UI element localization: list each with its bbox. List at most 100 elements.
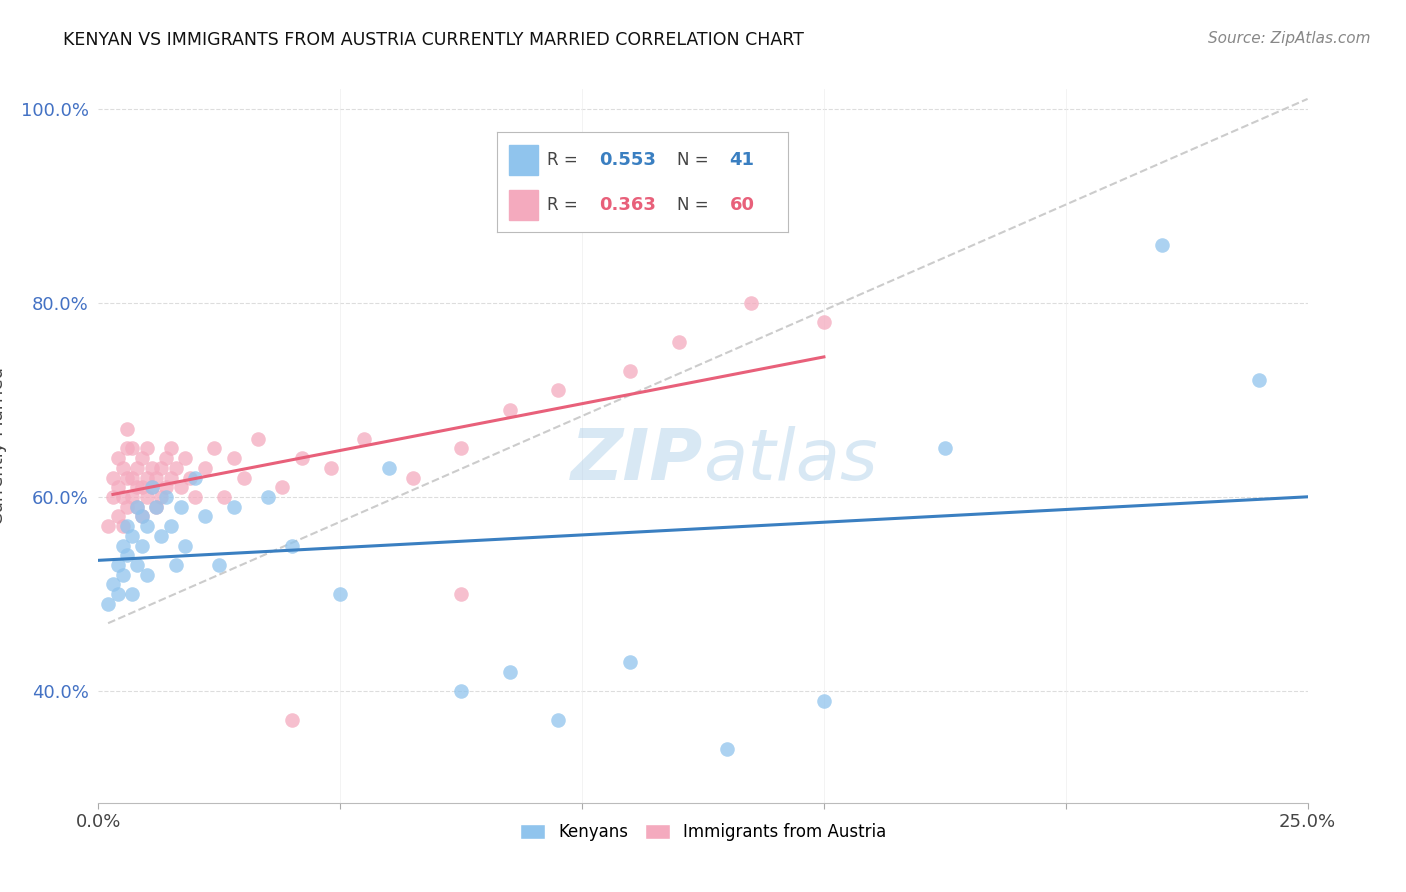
Point	[107, 558, 129, 572]
Point	[934, 442, 956, 456]
Point	[111, 460, 134, 475]
Point	[111, 519, 134, 533]
Point	[174, 539, 197, 553]
Point	[117, 470, 139, 484]
Point	[107, 480, 129, 494]
Point	[668, 334, 690, 349]
Point	[107, 509, 129, 524]
Point	[127, 500, 149, 514]
Point	[194, 509, 217, 524]
Point	[160, 519, 183, 533]
Point	[127, 558, 149, 572]
Point	[135, 470, 157, 484]
Point	[117, 500, 139, 514]
Point	[127, 500, 149, 514]
Point	[402, 470, 425, 484]
Point	[107, 451, 129, 466]
Point	[212, 490, 235, 504]
Point	[141, 480, 163, 494]
Point	[160, 442, 183, 456]
Point	[329, 587, 352, 601]
Point	[271, 480, 294, 494]
Point	[160, 470, 183, 484]
Point	[117, 548, 139, 562]
Point	[145, 500, 167, 514]
Point	[131, 509, 153, 524]
Point	[127, 480, 149, 494]
Text: ZIP: ZIP	[571, 425, 703, 495]
Point	[131, 539, 153, 553]
Point	[121, 470, 143, 484]
Point	[97, 519, 120, 533]
Point	[281, 713, 304, 727]
Point	[145, 500, 167, 514]
Point	[290, 451, 312, 466]
Point	[281, 539, 304, 553]
Point	[121, 442, 143, 456]
Text: Source: ZipAtlas.com: Source: ZipAtlas.com	[1208, 31, 1371, 46]
Point	[165, 460, 187, 475]
Point	[131, 509, 153, 524]
Point	[377, 460, 399, 475]
Point	[141, 460, 163, 475]
Point	[155, 480, 177, 494]
Point	[174, 451, 197, 466]
Point	[194, 460, 217, 475]
Legend: Kenyans, Immigrants from Austria: Kenyans, Immigrants from Austria	[513, 817, 893, 848]
Point	[165, 558, 187, 572]
Point	[155, 490, 177, 504]
Point	[111, 539, 134, 553]
Point	[131, 480, 153, 494]
Point	[256, 490, 278, 504]
Point	[150, 529, 173, 543]
Point	[813, 694, 835, 708]
Point	[319, 460, 342, 475]
Point	[450, 684, 472, 698]
Point	[619, 364, 641, 378]
Point	[117, 519, 139, 533]
Point	[184, 490, 207, 504]
Point	[813, 315, 835, 329]
Point	[204, 442, 226, 456]
Point	[117, 442, 139, 456]
Point	[117, 422, 139, 436]
Y-axis label: Currently Married: Currently Married	[0, 367, 7, 525]
Point	[247, 432, 270, 446]
Point	[450, 587, 472, 601]
Point	[135, 490, 157, 504]
Point	[101, 577, 124, 591]
Point	[619, 655, 641, 669]
Point	[169, 500, 191, 514]
Point	[1152, 237, 1174, 252]
Point	[184, 470, 207, 484]
Point	[135, 442, 157, 456]
Point	[450, 442, 472, 456]
Point	[716, 742, 738, 756]
Point	[121, 587, 143, 601]
Point	[101, 490, 124, 504]
Point	[121, 529, 143, 543]
Point	[1249, 374, 1271, 388]
Point	[740, 295, 762, 310]
Point	[547, 383, 569, 397]
Point	[101, 470, 124, 484]
Point	[111, 490, 134, 504]
Point	[547, 713, 569, 727]
Point	[121, 490, 143, 504]
Point	[131, 451, 153, 466]
Point	[498, 402, 520, 417]
Point	[111, 567, 134, 582]
Point	[232, 470, 254, 484]
Point	[155, 451, 177, 466]
Point	[141, 480, 163, 494]
Point	[97, 597, 120, 611]
Point	[222, 500, 245, 514]
Point	[127, 460, 149, 475]
Point	[145, 470, 167, 484]
Point	[208, 558, 231, 572]
Point	[179, 470, 201, 484]
Point	[107, 587, 129, 601]
Point	[150, 460, 173, 475]
Point	[150, 490, 173, 504]
Point	[353, 432, 375, 446]
